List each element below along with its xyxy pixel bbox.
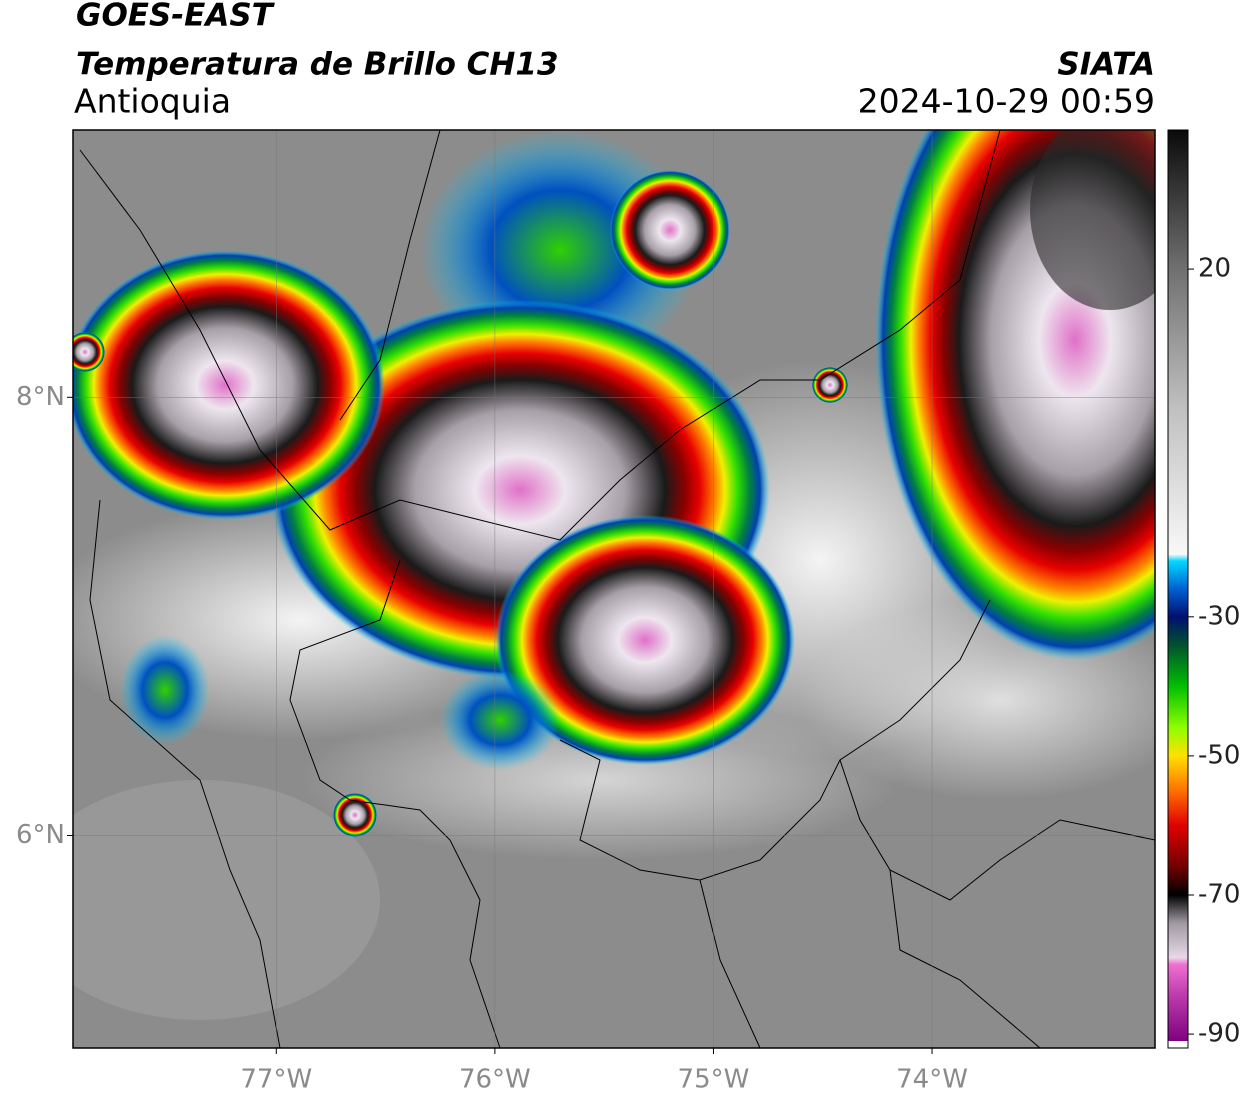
datetime: 2024-10-29 00:59 bbox=[858, 82, 1155, 121]
colorbar-tick-label: -70 bbox=[1198, 880, 1240, 910]
satellite-image bbox=[73, 130, 1155, 1048]
x-tick-label: 77°W bbox=[240, 1065, 312, 1095]
colorbar-tick-label: -50 bbox=[1198, 740, 1240, 770]
map-frame bbox=[72, 129, 1156, 1049]
region: Antioquia bbox=[74, 82, 231, 121]
colorbar-tick-label: -90 bbox=[1198, 1019, 1240, 1049]
colorbar-tick-label: 20 bbox=[1198, 254, 1231, 284]
x-tick-label: 75°W bbox=[678, 1065, 750, 1095]
colorbar-tick-label: -30 bbox=[1198, 601, 1240, 631]
y-tick-label: 6°N bbox=[16, 820, 65, 850]
title: GOES-EAST bbox=[76, 0, 276, 34]
x-tick-label: 76°W bbox=[459, 1065, 531, 1095]
colorbar bbox=[1167, 129, 1189, 1049]
x-tick-label: 74°W bbox=[896, 1065, 968, 1095]
source: SIATA bbox=[1057, 47, 1155, 83]
y-tick-label: 8°N bbox=[16, 382, 65, 412]
subtitle: Temperatura de Brillo CH13 bbox=[76, 47, 559, 83]
